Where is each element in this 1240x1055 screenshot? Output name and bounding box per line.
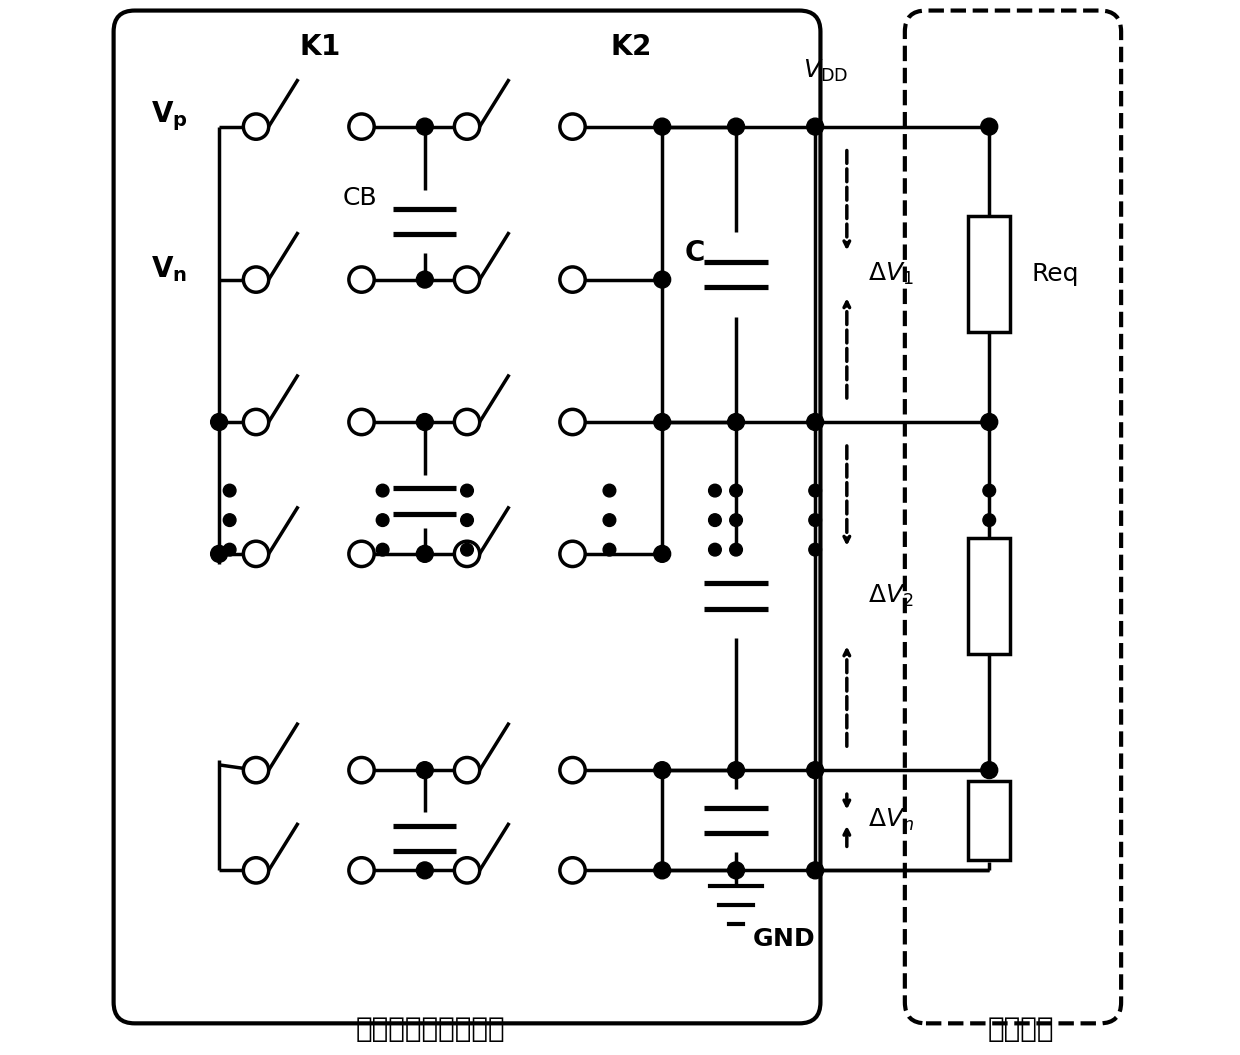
Circle shape [348, 757, 374, 783]
Text: $\Delta V_n$: $\Delta V_n$ [868, 807, 914, 833]
Circle shape [729, 484, 743, 497]
Text: Req: Req [1032, 263, 1079, 286]
Circle shape [454, 267, 480, 292]
Text: $\mathbf{V}_\mathbf{p}$: $\mathbf{V}_\mathbf{p}$ [150, 99, 187, 133]
Circle shape [560, 409, 585, 435]
Circle shape [243, 409, 269, 435]
Text: $V_{\mathrm{DD}}$: $V_{\mathrm{DD}}$ [804, 58, 848, 84]
Circle shape [560, 541, 585, 567]
Circle shape [728, 118, 744, 135]
Text: $\mathbf{GND}$: $\mathbf{GND}$ [751, 927, 815, 951]
FancyBboxPatch shape [114, 11, 821, 1023]
Circle shape [223, 484, 236, 497]
Circle shape [603, 543, 616, 556]
Circle shape [348, 267, 374, 292]
Bar [968, 781, 1011, 860]
Circle shape [653, 118, 671, 135]
Circle shape [729, 514, 743, 526]
Circle shape [376, 543, 389, 556]
Circle shape [376, 484, 389, 497]
Circle shape [223, 514, 236, 526]
Circle shape [454, 409, 480, 435]
Circle shape [243, 541, 269, 567]
Circle shape [981, 414, 998, 430]
Text: 开关电容电源转换器: 开关电容电源转换器 [356, 1015, 505, 1042]
Circle shape [983, 543, 996, 556]
Circle shape [728, 762, 744, 779]
Circle shape [348, 114, 374, 139]
Circle shape [461, 484, 474, 497]
Circle shape [708, 543, 722, 556]
Circle shape [653, 862, 671, 879]
Circle shape [243, 858, 269, 883]
Circle shape [560, 858, 585, 883]
Circle shape [983, 484, 996, 497]
Circle shape [454, 541, 480, 567]
Circle shape [461, 514, 474, 526]
Circle shape [603, 484, 616, 497]
Circle shape [728, 414, 744, 430]
Text: $\mathbf{K2}$: $\mathbf{K2}$ [610, 34, 651, 61]
Circle shape [728, 862, 744, 879]
Circle shape [417, 762, 433, 779]
Circle shape [211, 414, 227, 430]
Circle shape [454, 858, 480, 883]
Circle shape [807, 118, 823, 135]
Bar [968, 216, 1011, 332]
Circle shape [981, 762, 998, 779]
Circle shape [808, 484, 822, 497]
Circle shape [348, 409, 374, 435]
Circle shape [417, 414, 433, 430]
Circle shape [708, 484, 722, 497]
Circle shape [348, 858, 374, 883]
Circle shape [560, 757, 585, 783]
Text: $\mathbf{K1}$: $\mathbf{K1}$ [299, 34, 340, 61]
FancyBboxPatch shape [905, 11, 1121, 1023]
Circle shape [653, 271, 671, 288]
Circle shape [454, 757, 480, 783]
Bar [968, 538, 1011, 654]
Circle shape [808, 514, 822, 526]
Circle shape [417, 862, 433, 879]
Circle shape [653, 762, 671, 779]
Circle shape [729, 543, 743, 556]
Circle shape [243, 114, 269, 139]
Text: $\mathbf{V}_\mathbf{n}$: $\mathbf{V}_\mathbf{n}$ [150, 254, 187, 284]
Circle shape [807, 762, 823, 779]
Circle shape [243, 757, 269, 783]
Circle shape [708, 514, 722, 526]
Circle shape [417, 271, 433, 288]
Text: 层间负载: 层间负载 [987, 1015, 1054, 1042]
Circle shape [243, 267, 269, 292]
Text: CB: CB [342, 186, 377, 210]
Circle shape [461, 543, 474, 556]
Circle shape [808, 543, 822, 556]
Circle shape [223, 543, 236, 556]
Circle shape [560, 267, 585, 292]
Circle shape [417, 118, 433, 135]
Circle shape [983, 514, 996, 526]
Circle shape [560, 114, 585, 139]
Circle shape [376, 514, 389, 526]
Text: $\Delta V_1$: $\Delta V_1$ [868, 262, 914, 287]
Circle shape [417, 545, 433, 562]
Text: $\mathbf{C}$: $\mathbf{C}$ [683, 239, 704, 267]
Text: $\Delta V_2$: $\Delta V_2$ [868, 583, 914, 609]
Circle shape [653, 545, 671, 562]
Circle shape [807, 414, 823, 430]
Circle shape [348, 541, 374, 567]
Circle shape [603, 514, 616, 526]
Circle shape [211, 545, 227, 562]
Circle shape [981, 118, 998, 135]
Circle shape [454, 114, 480, 139]
Circle shape [807, 862, 823, 879]
Circle shape [653, 414, 671, 430]
